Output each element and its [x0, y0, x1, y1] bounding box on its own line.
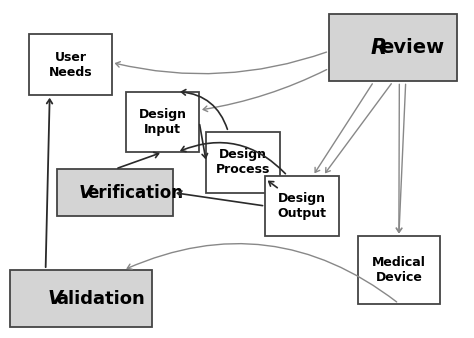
Text: R: R [370, 38, 386, 58]
FancyBboxPatch shape [329, 14, 457, 81]
FancyBboxPatch shape [206, 132, 280, 193]
Text: Design
Input: Design Input [138, 108, 187, 136]
FancyBboxPatch shape [265, 176, 338, 236]
Text: V: V [47, 289, 63, 308]
Text: eview: eview [380, 38, 444, 57]
Text: Design
Output: Design Output [277, 192, 327, 220]
FancyBboxPatch shape [29, 34, 112, 95]
Text: Design
Process: Design Process [216, 148, 270, 176]
FancyBboxPatch shape [10, 270, 152, 327]
Text: Medical
Device: Medical Device [372, 256, 426, 284]
FancyBboxPatch shape [126, 92, 199, 152]
FancyBboxPatch shape [57, 169, 173, 216]
Text: erification: erification [87, 184, 183, 201]
Text: alidation: alidation [56, 290, 146, 308]
FancyBboxPatch shape [357, 236, 440, 304]
Text: V: V [79, 184, 92, 201]
Text: User
Needs: User Needs [49, 51, 92, 79]
